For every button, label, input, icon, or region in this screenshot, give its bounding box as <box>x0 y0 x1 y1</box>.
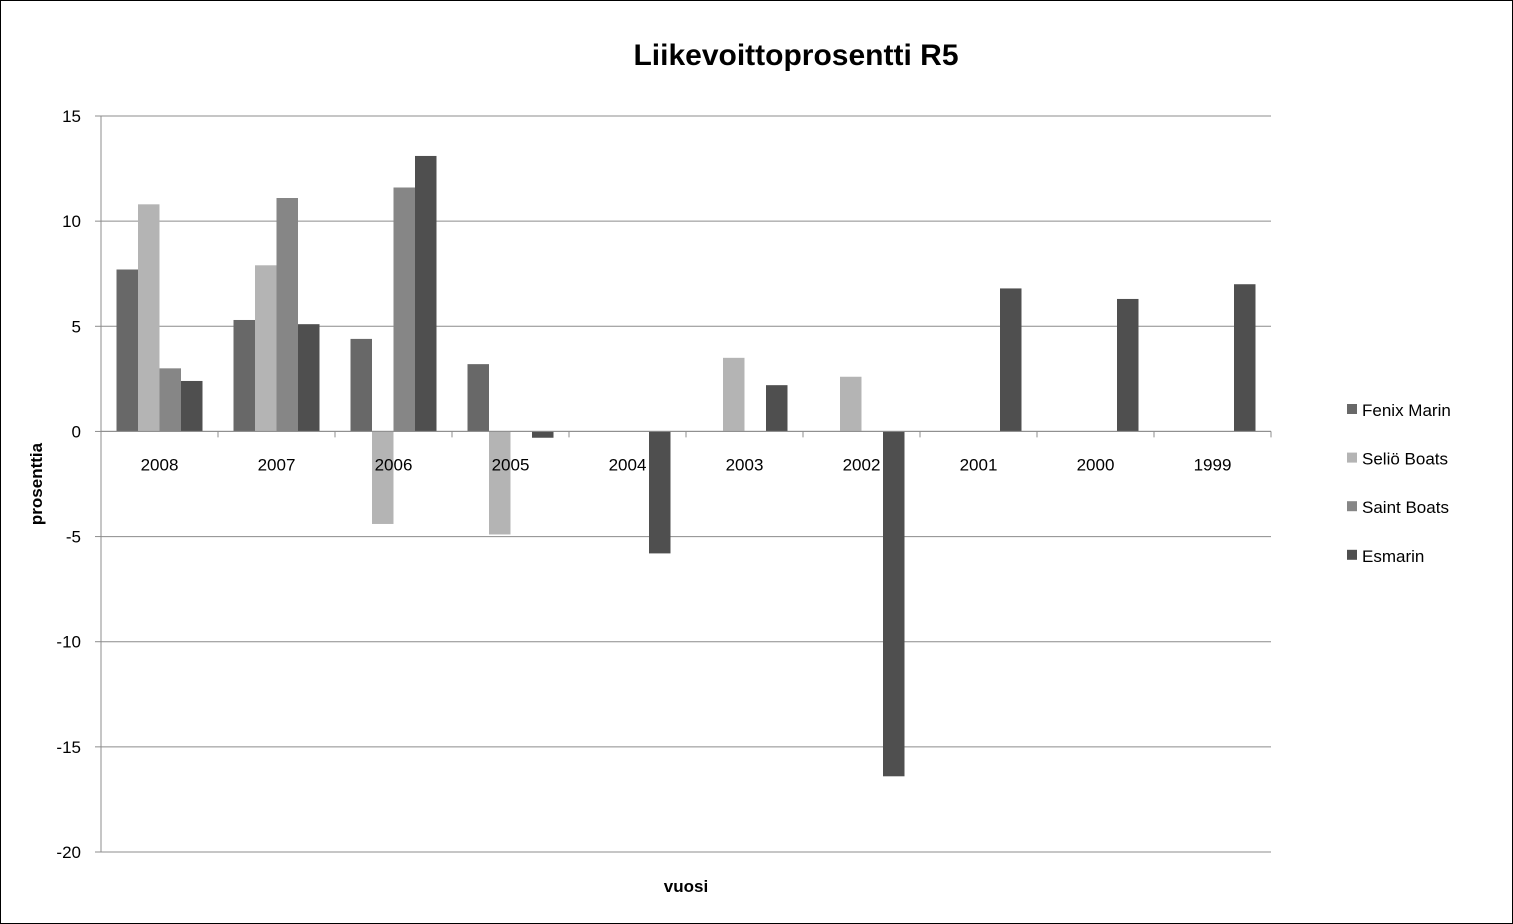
x-tick-label: 2007 <box>258 455 296 474</box>
y-tick-labels: 15 10 5 0 -5 -10 -15 -20 <box>56 107 81 862</box>
bar <box>723 357 745 432</box>
bar <box>181 380 203 432</box>
bar <box>649 431 671 554</box>
x-tick-label: 2001 <box>960 455 998 474</box>
bar <box>116 269 138 432</box>
bar <box>883 431 905 777</box>
gridlines <box>95 115 1271 853</box>
y-tick-label: -15 <box>56 738 81 757</box>
bar <box>415 155 437 432</box>
legend-swatch <box>1347 501 1357 512</box>
y-tick-label: -10 <box>56 633 81 652</box>
axes <box>100 116 1272 852</box>
bars <box>116 155 1256 777</box>
x-tick-label: 2002 <box>843 455 881 474</box>
y-tick-label: 10 <box>62 212 81 231</box>
bar <box>532 431 554 438</box>
bar <box>489 431 511 535</box>
chart-title: Liikevoittoprosentti R5 <box>633 39 958 72</box>
y-tick-label: -20 <box>56 843 81 862</box>
x-axis-title: vuosi <box>664 877 708 896</box>
bar <box>1000 288 1022 432</box>
x-tick-label: 2008 <box>141 455 179 474</box>
x-tick-label: 1999 <box>1194 455 1232 474</box>
bar <box>276 198 298 432</box>
x-tick-label: 2003 <box>726 455 764 474</box>
bar <box>840 376 862 432</box>
x-tick-label: 2006 <box>375 455 413 474</box>
bar <box>372 431 394 524</box>
bar <box>255 265 277 432</box>
legend-label: Saint Boats <box>1362 498 1449 517</box>
y-tick-label: 0 <box>72 422 81 441</box>
bar <box>233 319 255 432</box>
legend-swatch <box>1347 452 1357 463</box>
bar <box>467 364 489 432</box>
legend-label: Esmarin <box>1362 547 1424 566</box>
legend-label: Seliö Boats <box>1362 450 1448 469</box>
legend: Fenix Marin Seliö Boats Saint Boats Esmarin <box>1347 401 1451 566</box>
bar <box>350 338 372 432</box>
bar <box>159 368 181 432</box>
x-tick-label: 2005 <box>492 455 530 474</box>
y-tick-label: 5 <box>72 317 81 336</box>
y-axis-title: prosenttia <box>27 442 46 525</box>
bar <box>1117 298 1139 432</box>
bar <box>298 324 320 432</box>
bar <box>138 204 160 432</box>
bar <box>766 385 788 432</box>
x-tick-labels: 2008 2007 2006 2005 2004 2003 2002 2001 2000 1999 <box>141 455 1232 474</box>
x-tick-label: 2000 <box>1077 455 1115 474</box>
bar <box>1234 284 1256 432</box>
x-tick-label: 2004 <box>609 455 647 474</box>
legend-label: Fenix Marin <box>1362 401 1451 420</box>
legend-swatch <box>1347 549 1357 560</box>
y-tick-label: -5 <box>66 528 81 547</box>
legend-swatch <box>1347 404 1357 414</box>
y-tick-label: 15 <box>62 107 81 126</box>
bar <box>393 187 415 432</box>
